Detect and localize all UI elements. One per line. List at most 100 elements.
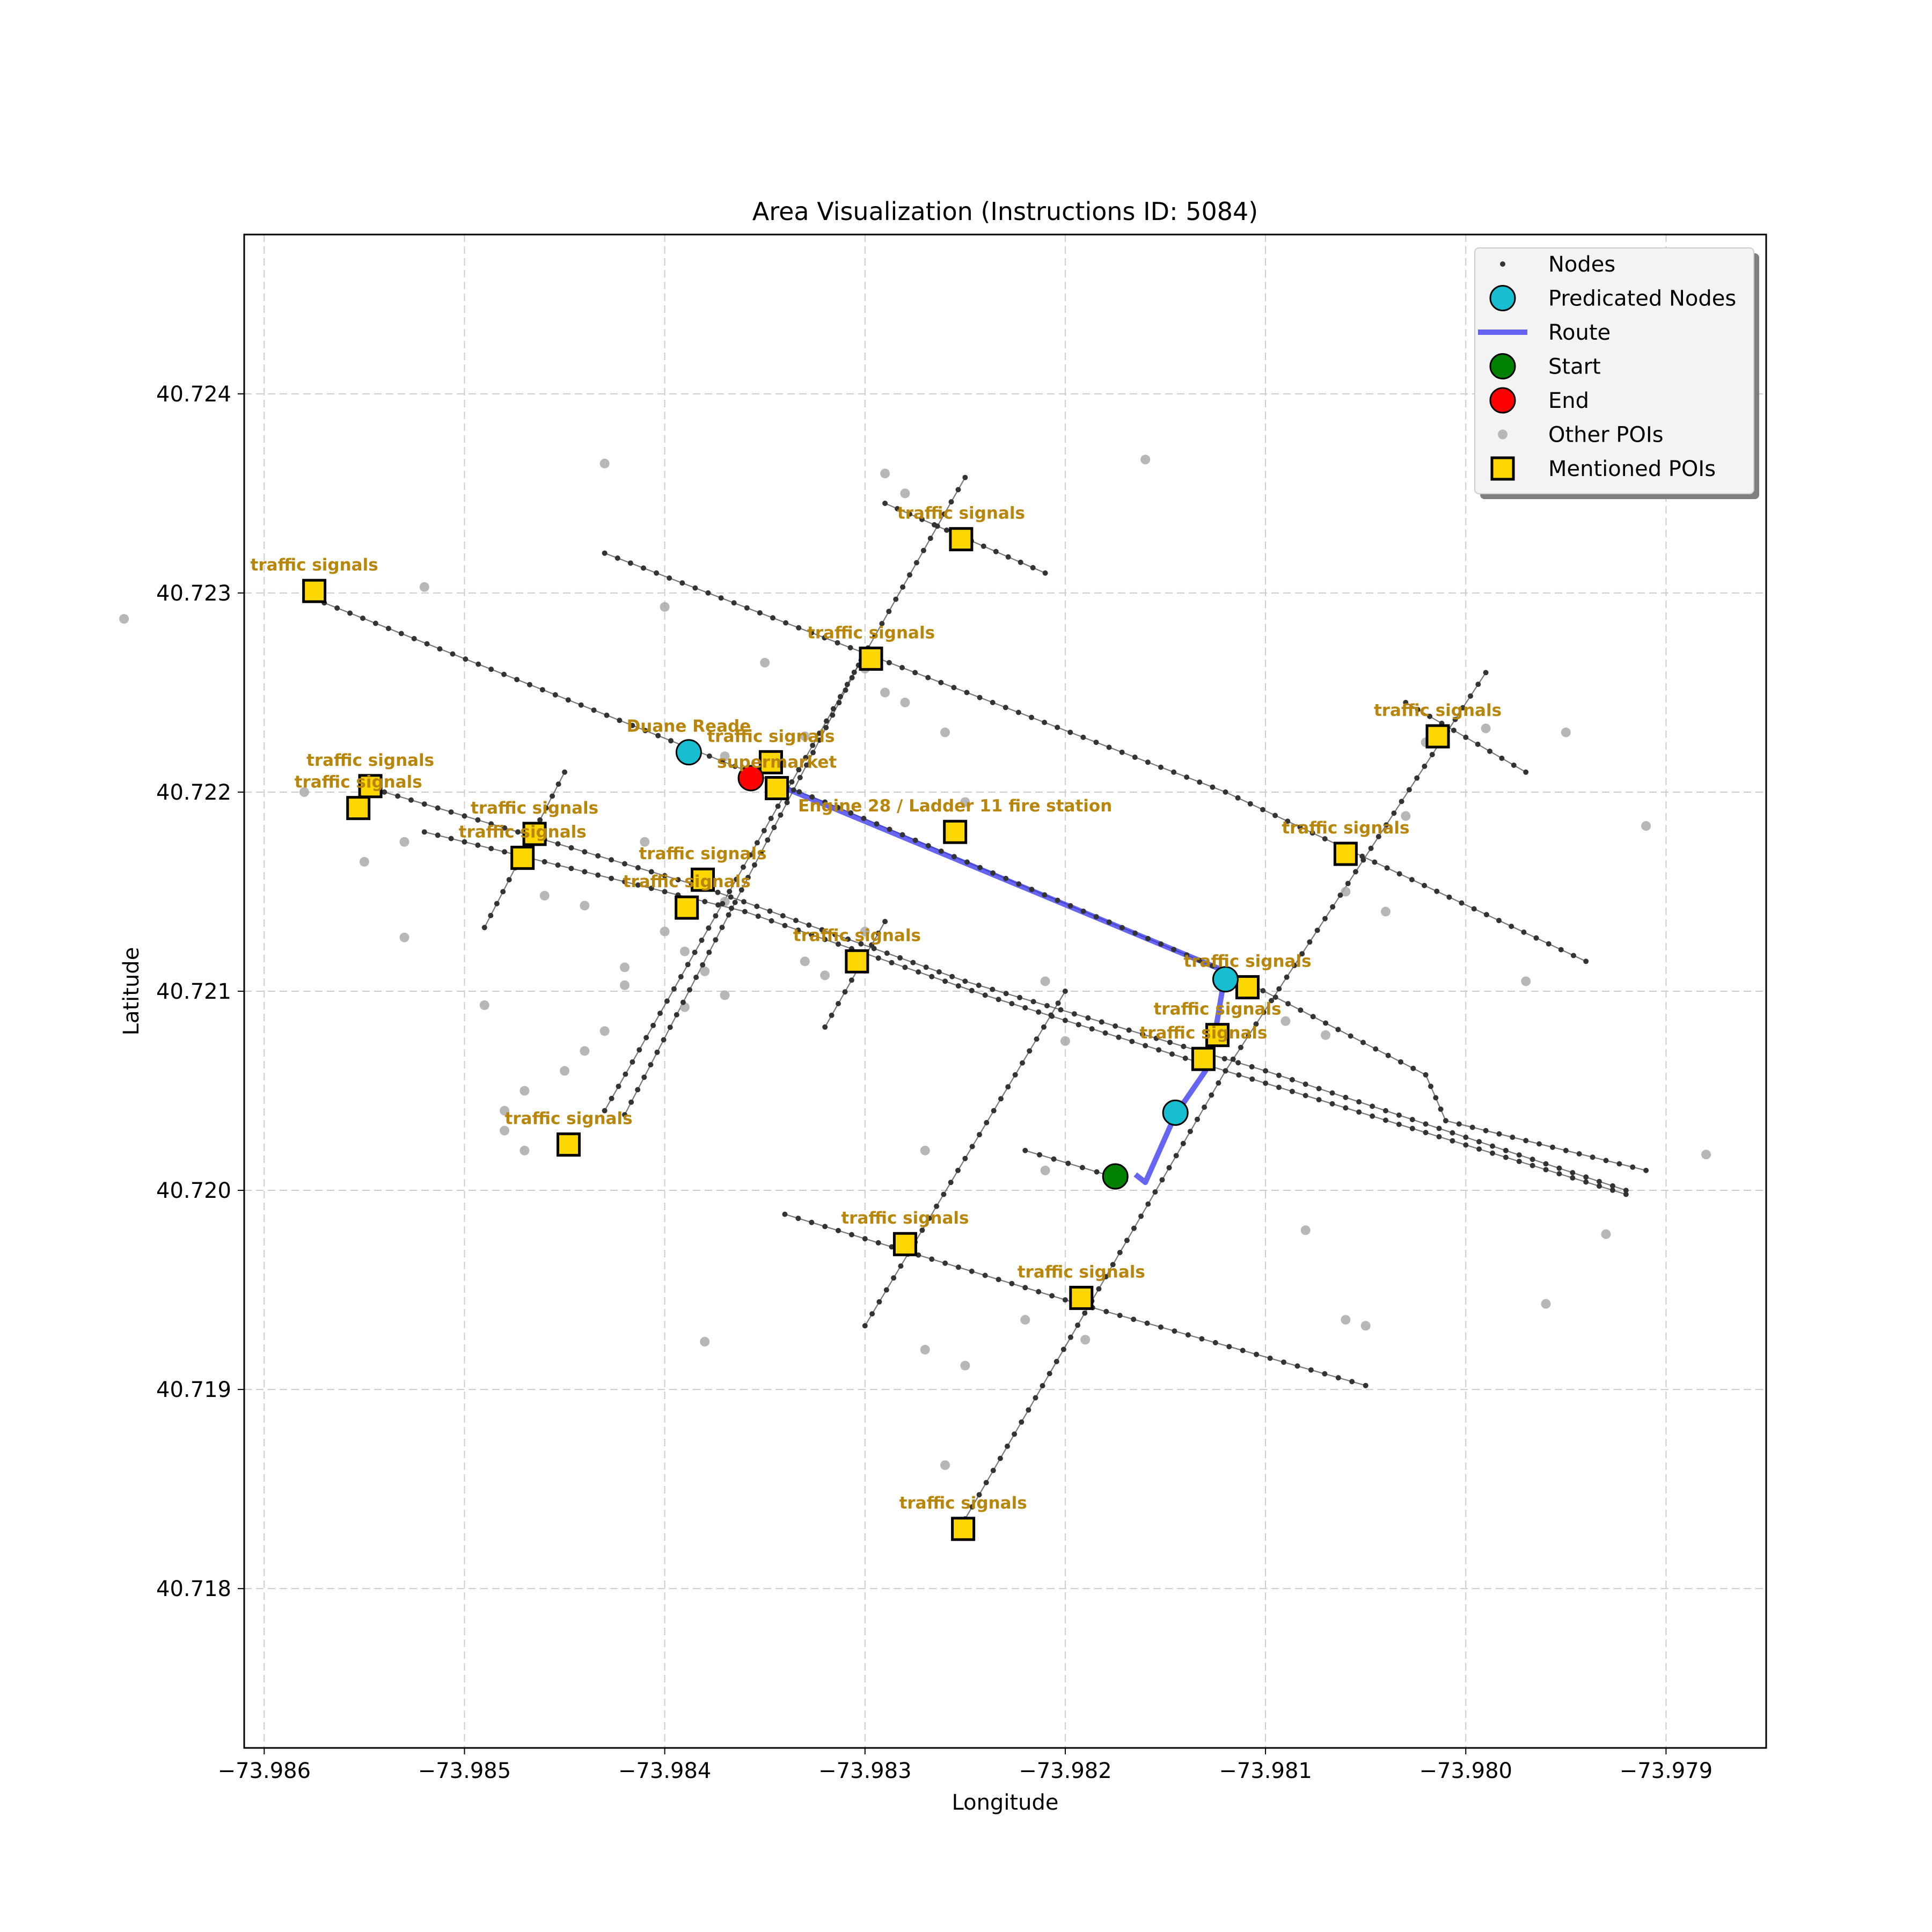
mentioned-poi-label: traffic signals	[807, 623, 935, 642]
other-poi-point	[960, 797, 970, 807]
other-poi-point	[1321, 1030, 1331, 1040]
node-point	[1019, 1419, 1024, 1425]
legend-other_pois-swatch	[1498, 429, 1507, 440]
node-point	[1516, 1152, 1522, 1158]
node-point	[882, 919, 888, 925]
node-point	[1511, 762, 1517, 768]
node-point	[851, 669, 857, 675]
node-point	[738, 887, 744, 893]
node-point	[775, 803, 781, 809]
mentioned-poi-marker	[951, 1517, 976, 1541]
node-point	[875, 1240, 881, 1246]
node-point	[727, 889, 733, 895]
other-poi-point	[1140, 455, 1151, 465]
node-point	[1322, 836, 1328, 841]
other-poi-point	[1641, 821, 1651, 831]
node-point	[1609, 1187, 1615, 1193]
node-point	[1159, 1177, 1165, 1183]
node-point	[809, 794, 815, 800]
other-poi-point	[419, 582, 429, 592]
node-point	[980, 543, 986, 549]
node-point	[1396, 1112, 1402, 1118]
other-poi-point	[519, 1086, 530, 1096]
mentioned-poi-label: traffic signals	[295, 773, 422, 792]
node-point	[1343, 1094, 1349, 1100]
mentioned-poi-marker	[892, 1232, 917, 1256]
node-point	[1463, 734, 1469, 740]
node-point	[1269, 998, 1275, 1004]
node-point	[1297, 824, 1303, 830]
node-point	[728, 894, 734, 900]
other-poi-point	[940, 727, 950, 737]
mentioned-poi-label: supermarket	[717, 753, 837, 772]
other-poi-point	[1701, 1150, 1711, 1160]
node-point	[955, 1167, 961, 1173]
other-poi-point	[1080, 1335, 1091, 1345]
node-point	[1427, 713, 1433, 719]
poi-labels-layer: traffic signals traffic signals traffic si…	[251, 504, 1502, 1513]
node-point	[783, 620, 789, 626]
node-point	[1289, 1077, 1295, 1082]
mentioned-poi-marker	[1069, 1285, 1094, 1310]
node-point	[555, 781, 561, 787]
mentioned-poi-marker	[557, 1132, 581, 1157]
node-point	[500, 889, 506, 895]
node-point	[754, 840, 760, 846]
node-point	[761, 828, 767, 833]
mentioned-poi-marker	[758, 750, 783, 774]
node-point	[1422, 883, 1428, 888]
node-point	[706, 753, 712, 759]
node-point	[1249, 1076, 1255, 1082]
node-point	[962, 1155, 968, 1161]
node-point	[408, 797, 414, 803]
node-point	[595, 853, 601, 859]
mentioned-poi-marker	[675, 895, 699, 920]
node-point	[515, 829, 521, 835]
other-poi-point	[900, 488, 910, 499]
node-point	[1409, 1117, 1415, 1123]
node-point	[719, 925, 725, 931]
other-poi-point	[1020, 1315, 1030, 1325]
node-point	[1322, 1371, 1328, 1377]
node-point	[421, 829, 427, 835]
other-poi-point	[880, 687, 890, 698]
node-point	[1169, 1051, 1175, 1057]
y-tick-label: 40.724	[156, 382, 231, 407]
other-poi-point	[599, 458, 610, 469]
node-point	[1166, 1165, 1172, 1170]
node-point	[747, 852, 753, 858]
node-point	[848, 977, 854, 983]
node-point	[1103, 1274, 1109, 1279]
node-point	[1302, 1081, 1308, 1087]
node-point	[435, 832, 441, 838]
node-point	[1475, 741, 1481, 747]
node-point	[1384, 865, 1390, 871]
node-point	[1410, 1065, 1416, 1071]
legend-other_pois-label: Other POIs	[1548, 423, 1664, 448]
node-point	[1276, 986, 1282, 992]
node-point	[1036, 1009, 1042, 1015]
node-point	[1451, 727, 1457, 733]
node-point	[1285, 818, 1291, 824]
node-point	[837, 694, 843, 700]
node-point	[810, 750, 816, 756]
node-point	[1356, 1099, 1362, 1105]
node-point	[916, 969, 921, 975]
node-point	[1068, 1334, 1073, 1340]
other-poi-point	[700, 1337, 710, 1347]
node-point	[1316, 1097, 1322, 1103]
node-point	[1044, 1003, 1050, 1008]
other-poi-point	[800, 731, 810, 742]
node-point	[1460, 705, 1466, 711]
node-point	[1476, 1139, 1482, 1145]
node-point	[1348, 1033, 1353, 1039]
node-point	[1223, 789, 1228, 795]
node-point	[654, 570, 660, 576]
node-point	[552, 692, 558, 698]
node-point	[923, 964, 929, 970]
node-point	[693, 975, 699, 980]
node-point	[1181, 1043, 1187, 1049]
node-point	[1267, 1355, 1273, 1361]
node-point	[1235, 1060, 1241, 1066]
other-poi-point	[960, 1360, 970, 1371]
